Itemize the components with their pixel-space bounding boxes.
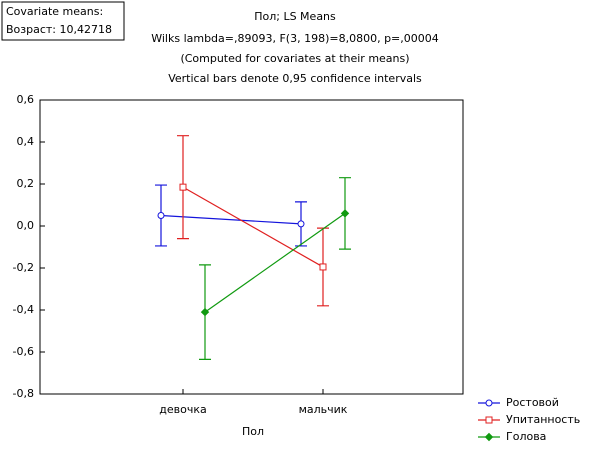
legend-label: Ростовой: [506, 396, 559, 409]
chart-title: Пол; LS Means: [254, 10, 336, 23]
covariate-box: [1, 1, 125, 41]
point: [179, 183, 187, 191]
y-tick-label: -0,4: [13, 303, 34, 316]
legend-label: Голова: [506, 430, 546, 443]
y-tick-label: 0,4: [17, 135, 35, 148]
plot-frame: [39, 99, 464, 395]
legend-label: Упитанность: [506, 413, 580, 426]
y-tick-label: -0,8: [13, 387, 34, 400]
legend-marker: [485, 416, 493, 424]
y-tick-label: -0,2: [13, 261, 34, 274]
point: [200, 307, 210, 317]
y-tick-label: 0,0: [17, 219, 35, 232]
x-tick-label: мальчик: [299, 403, 348, 416]
subtitle: Vertical bars denote 0,95 confidence int…: [168, 72, 422, 85]
y-tick-label: 0,6: [17, 93, 35, 106]
subtitle: (Computed for covariates at their means): [180, 52, 409, 65]
point: [319, 263, 327, 271]
x-axis-label: Пол: [242, 425, 264, 438]
x-tick-label: девочка: [159, 403, 206, 416]
y-tick-label: 0,2: [17, 177, 35, 190]
covariate-line: Covariate means:: [6, 5, 103, 18]
series-line: [160, 214, 302, 225]
subtitle: Wilks lambda=,89093, F(3, 198)=8,0800, p…: [151, 32, 439, 45]
point: [297, 220, 305, 228]
y-tick-label: -0,6: [13, 345, 34, 358]
point: [340, 209, 350, 218]
legend-marker: [485, 399, 493, 407]
covariate-line: Возраст: 10,42718: [6, 23, 112, 36]
series-line: [204, 212, 346, 313]
series-line: [182, 186, 324, 268]
point: [157, 212, 165, 219]
legend-marker: [484, 432, 494, 442]
